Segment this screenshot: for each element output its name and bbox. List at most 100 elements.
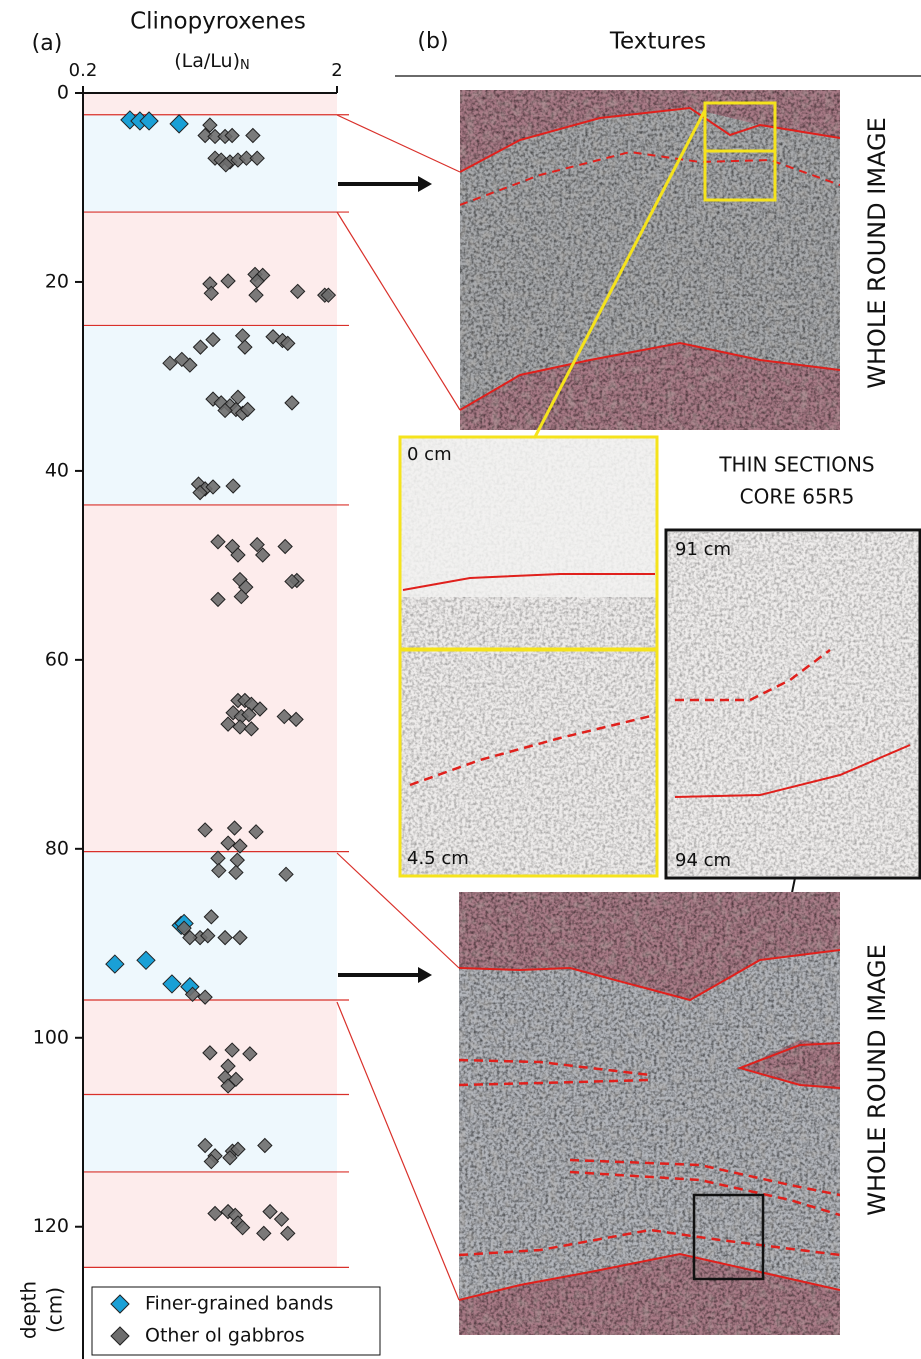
point xyxy=(256,1225,272,1242)
x-label-main: (La/Lu) xyxy=(174,50,240,72)
y-tick-label: 100 xyxy=(33,1026,69,1048)
point xyxy=(248,287,264,303)
point xyxy=(136,950,156,971)
highlight-box xyxy=(703,149,777,202)
band xyxy=(83,325,337,505)
point xyxy=(289,283,306,300)
point xyxy=(249,273,265,289)
x-axis-label: (La/Lu)N xyxy=(174,50,249,73)
section-label: 4.5 cm xyxy=(407,848,469,869)
band xyxy=(83,212,337,326)
x-label-sub: N xyxy=(240,58,250,73)
point xyxy=(276,708,292,725)
point xyxy=(218,157,234,173)
point xyxy=(284,395,300,411)
point xyxy=(284,573,300,590)
point xyxy=(230,547,246,563)
section-label: 91 cm xyxy=(675,539,731,560)
y-axis-label: depth xyxy=(17,1281,41,1339)
point xyxy=(184,986,201,1003)
point xyxy=(182,929,198,946)
legend-marker xyxy=(110,1294,130,1314)
point xyxy=(280,1225,296,1242)
point xyxy=(255,547,271,563)
chart-panel: 0 20 40 60 80 100 120 0.2 2 (a) Clinopyroxenes (… xyxy=(17,9,381,1359)
point xyxy=(169,114,189,134)
point xyxy=(232,929,248,946)
section-label: 0 cm xyxy=(407,444,452,465)
point xyxy=(220,1078,236,1094)
thin-sections-yellow xyxy=(400,437,657,875)
point xyxy=(225,478,241,494)
point xyxy=(228,864,244,881)
caption: THIN SECTIONS xyxy=(718,453,874,477)
leader-line xyxy=(533,109,707,438)
y-axis-label: (cm) xyxy=(43,1287,67,1333)
point xyxy=(211,862,227,879)
x-tick-label: 2 xyxy=(331,60,342,81)
point xyxy=(197,127,213,144)
legend-label: Finer-grained bands xyxy=(145,1293,333,1315)
band xyxy=(83,93,337,115)
band xyxy=(83,1171,337,1268)
point xyxy=(200,928,216,944)
connector xyxy=(336,852,460,969)
point xyxy=(105,954,125,974)
connector xyxy=(336,211,461,411)
connector xyxy=(336,114,461,173)
point xyxy=(139,111,159,131)
arrows xyxy=(338,176,432,983)
point xyxy=(273,1211,290,1227)
point xyxy=(217,929,233,946)
arrow-head xyxy=(418,176,432,192)
point xyxy=(202,1045,218,1061)
point xyxy=(280,335,296,352)
point xyxy=(232,838,248,854)
point xyxy=(233,588,250,605)
point xyxy=(239,401,256,418)
point xyxy=(220,716,236,732)
point xyxy=(277,538,293,555)
point xyxy=(176,920,192,936)
point xyxy=(237,339,253,355)
point xyxy=(217,402,233,419)
band xyxy=(83,504,337,852)
point xyxy=(252,701,268,717)
point xyxy=(249,536,265,553)
panel-label: (a) xyxy=(32,31,63,56)
point xyxy=(257,1137,273,1154)
side-label: WHOLE ROUND IMAGE xyxy=(863,944,891,1216)
point xyxy=(203,1153,220,1170)
point xyxy=(210,534,226,550)
side-label: WHOLE ROUND IMAGE xyxy=(863,117,891,389)
y-tick-label: 20 xyxy=(45,270,69,292)
axes: 0 20 40 60 80 100 120 0.2 2 xyxy=(33,60,343,1359)
legend-marker xyxy=(110,1326,130,1346)
point xyxy=(197,989,213,1005)
core-image-bottom xyxy=(459,892,840,1335)
point xyxy=(230,389,246,405)
point xyxy=(197,1137,213,1154)
point xyxy=(222,1150,238,1166)
point xyxy=(238,150,255,166)
bands xyxy=(83,93,349,1268)
legend-label: Other ol gabbros xyxy=(145,1325,305,1347)
point xyxy=(207,1205,223,1222)
y-tick-label: 0 xyxy=(57,82,69,104)
section-label: 94 cm xyxy=(675,850,731,871)
point xyxy=(234,1219,251,1236)
point xyxy=(248,824,264,840)
y-tick-label: 40 xyxy=(45,459,69,481)
point xyxy=(162,974,182,994)
point xyxy=(210,591,226,608)
core-image-top xyxy=(460,90,840,430)
points xyxy=(105,110,337,1242)
y-tick-label: 120 xyxy=(33,1215,69,1237)
thin-section-black xyxy=(668,532,919,876)
thin-section-frame xyxy=(664,528,921,880)
point xyxy=(220,273,236,289)
arrow-head xyxy=(418,967,432,983)
point xyxy=(205,479,221,495)
point xyxy=(288,711,304,728)
legend-box xyxy=(91,1286,381,1356)
